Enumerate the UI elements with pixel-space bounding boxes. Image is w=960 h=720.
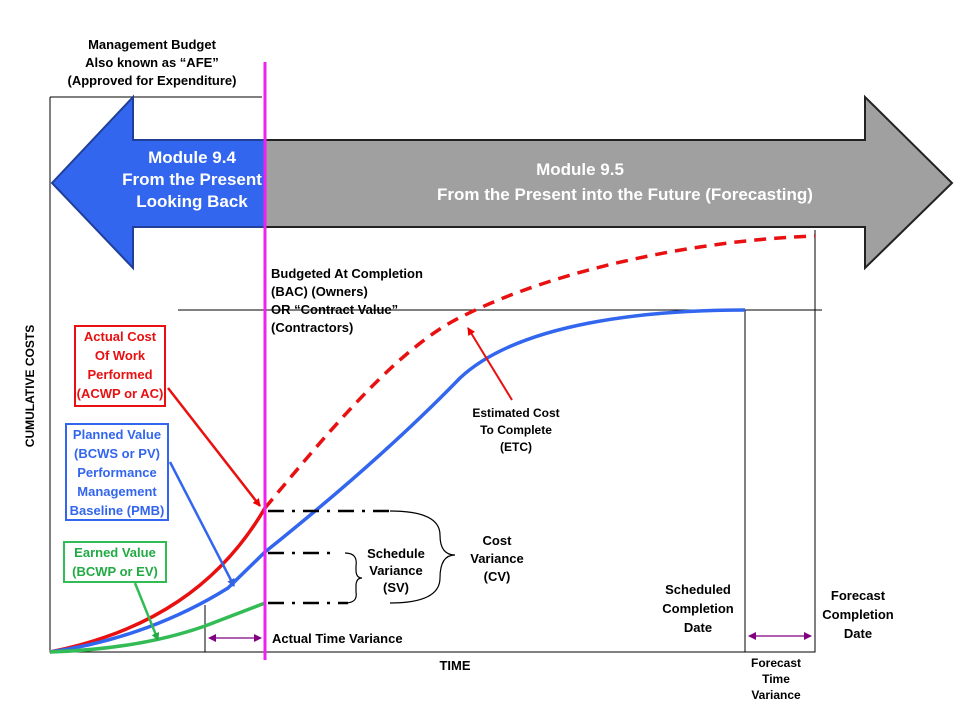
label: Actual Time Variance <box>272 631 403 646</box>
box-pv <box>65 423 169 521</box>
box-ev <box>63 541 167 583</box>
label: Budgeted At Completion <box>271 266 423 281</box>
label: Estimated Cost <box>472 406 559 420</box>
label: (ETC) <box>500 440 532 454</box>
pointer <box>133 582 160 641</box>
label: (SV) <box>383 580 409 595</box>
label: Cost <box>483 533 513 548</box>
label: Also known as “AFE” <box>85 55 219 70</box>
label: Completion <box>822 607 894 622</box>
label: Variance <box>751 688 801 702</box>
label: From the Present into the Future (Foreca… <box>437 185 813 204</box>
curves <box>49 234 816 654</box>
label: (Approved for Expenditure) <box>67 73 236 88</box>
pointer <box>167 387 261 507</box>
label: To Complete <box>480 423 552 437</box>
label: (BCWP or EV) <box>72 564 158 579</box>
variance-lines <box>268 509 390 605</box>
y-axis-label: CUMULATIVE COSTS <box>23 325 37 447</box>
label: Looking Back <box>136 192 248 211</box>
label: Date <box>844 626 872 641</box>
label: Planned Value <box>73 427 161 442</box>
label: (CV) <box>484 569 511 584</box>
label: Performed <box>87 367 152 382</box>
label: Module 9.5 <box>536 160 624 179</box>
label: Management <box>77 484 157 499</box>
label: Forecast <box>831 588 886 603</box>
label: OR “Contract Value” <box>271 302 398 317</box>
label: Date <box>684 620 712 635</box>
label: (BCWS or PV) <box>74 446 160 461</box>
label: From the Present <box>122 170 262 189</box>
label: (BAC) (Owners) <box>271 284 368 299</box>
label: Schedule <box>367 546 425 561</box>
x-axis-label: TIME <box>439 658 470 673</box>
label: Variance <box>470 551 524 566</box>
label: Performance <box>77 465 156 480</box>
label: Scheduled <box>665 582 731 597</box>
label: Earned Value <box>74 545 156 560</box>
arrow-future <box>264 94 954 271</box>
label: Baseline (PMB) <box>70 503 165 518</box>
label: Module 9.4 <box>148 148 236 167</box>
label: (Contractors) <box>271 320 353 335</box>
label: Actual Cost <box>84 329 157 344</box>
label: Of Work <box>95 348 146 363</box>
braces <box>344 510 456 604</box>
label: Management Budget <box>88 37 217 52</box>
label: Variance <box>369 563 423 578</box>
box-ac <box>74 325 166 407</box>
pointer <box>168 461 236 587</box>
label: (ACWP or AC) <box>77 386 164 401</box>
label: Forecast <box>751 656 801 670</box>
frame <box>49 96 822 653</box>
pointer <box>467 327 513 401</box>
label: Time <box>762 672 790 686</box>
label: Completion <box>662 601 734 616</box>
